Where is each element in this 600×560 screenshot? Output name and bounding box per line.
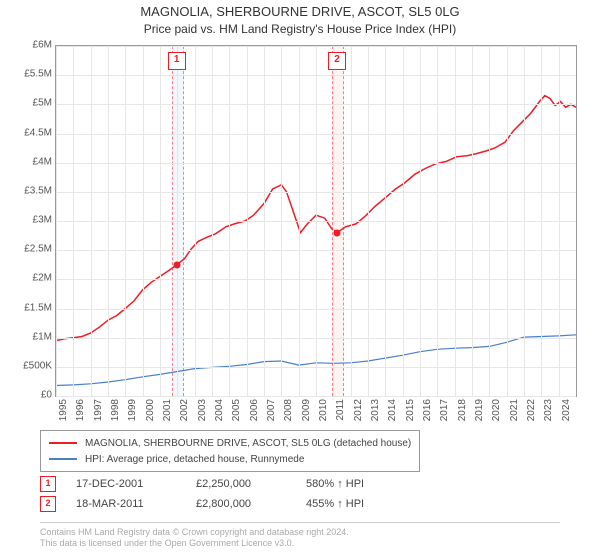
x-axis-label: 1996 [75, 399, 86, 421]
x-axis-label: 2011 [335, 399, 346, 421]
legend-swatch [49, 458, 77, 460]
y-axis-label: £4.5M [2, 127, 52, 138]
legend-box: MAGNOLIA, SHERBOURNE DRIVE, ASCOT, SL5 0… [40, 430, 420, 472]
x-axis-label: 2004 [214, 399, 225, 421]
x-axis-label: 2005 [231, 399, 242, 421]
sale-marker-flag: 1 [168, 52, 186, 70]
chart-subtitle: Price paid vs. HM Land Registry's House … [0, 22, 600, 36]
x-axis-label: 2019 [474, 399, 485, 421]
sales-marker-box: 2 [40, 496, 56, 512]
legend-item: MAGNOLIA, SHERBOURNE DRIVE, ASCOT, SL5 0… [49, 435, 411, 451]
x-axis-label: 2009 [301, 399, 312, 421]
sales-price: £2,800,000 [196, 498, 306, 510]
x-axis-label: 2000 [145, 399, 156, 421]
sales-date: 17-DEC-2001 [76, 478, 196, 490]
sales-delta: 580% ↑ HPI [306, 478, 426, 490]
x-axis-label: 2017 [439, 399, 450, 421]
y-axis-label: £5M [2, 98, 52, 109]
x-axis-label: 2010 [318, 399, 329, 421]
chart-plot-area: 12 [55, 45, 577, 397]
x-axis-label: 1998 [110, 399, 121, 421]
footer-attribution: Contains HM Land Registry data © Crown c… [40, 522, 560, 550]
footer-line: This data is licensed under the Open Gov… [40, 538, 560, 549]
x-axis-label: 2023 [543, 399, 554, 421]
x-axis-label: 2006 [249, 399, 260, 421]
y-axis-label: £4M [2, 156, 52, 167]
y-axis-label: £1.5M [2, 302, 52, 313]
sales-delta: 455% ↑ HPI [306, 498, 426, 510]
legend-label: HPI: Average price, detached house, Runn… [85, 454, 304, 465]
sales-table: 1 17-DEC-2001 £2,250,000 580% ↑ HPI 2 18… [40, 474, 426, 514]
y-axis-label: £6M [2, 40, 52, 51]
sales-date: 18-MAR-2011 [76, 498, 196, 510]
y-axis-label: £3M [2, 215, 52, 226]
sales-price: £2,250,000 [196, 478, 306, 490]
x-axis-label: 2021 [509, 399, 520, 421]
sales-marker-box: 1 [40, 476, 56, 492]
x-axis-label: 2007 [266, 399, 277, 421]
x-axis-label: 2012 [353, 399, 364, 421]
y-axis-label: £3.5M [2, 185, 52, 196]
y-axis-label: £5.5M [2, 69, 52, 80]
sale-point [173, 261, 180, 268]
chart-title: MAGNOLIA, SHERBOURNE DRIVE, ASCOT, SL5 0… [0, 4, 600, 19]
legend-swatch [49, 442, 77, 444]
x-axis-label: 2008 [283, 399, 294, 421]
x-axis-label: 2015 [405, 399, 416, 421]
x-axis-label: 2022 [526, 399, 537, 421]
x-axis-label: 2014 [387, 399, 398, 421]
legend-label: MAGNOLIA, SHERBOURNE DRIVE, ASCOT, SL5 0… [85, 438, 411, 449]
x-axis-label: 1999 [127, 399, 138, 421]
x-axis-label: 1995 [58, 399, 69, 421]
y-axis-label: £2.5M [2, 244, 52, 255]
x-axis-label: 2018 [457, 399, 468, 421]
x-axis-label: 2001 [162, 399, 173, 421]
x-axis-label: 2002 [179, 399, 190, 421]
sales-row: 2 18-MAR-2011 £2,800,000 455% ↑ HPI [40, 494, 426, 514]
sales-row: 1 17-DEC-2001 £2,250,000 580% ↑ HPI [40, 474, 426, 494]
x-axis-label: 2016 [422, 399, 433, 421]
sale-point [333, 229, 340, 236]
footer-line: Contains HM Land Registry data © Crown c… [40, 527, 560, 538]
x-axis-label: 2024 [561, 399, 572, 421]
x-axis-label: 2003 [197, 399, 208, 421]
y-axis-label: £0 [2, 390, 52, 401]
x-axis-label: 2013 [370, 399, 381, 421]
sale-marker-flag: 2 [328, 52, 346, 70]
x-axis-label: 2020 [491, 399, 502, 421]
x-axis-label: 1997 [93, 399, 104, 421]
y-axis-label: £2M [2, 273, 52, 284]
y-axis-label: £1M [2, 331, 52, 342]
y-axis-label: £500K [2, 360, 52, 371]
legend-item: HPI: Average price, detached house, Runn… [49, 451, 411, 467]
